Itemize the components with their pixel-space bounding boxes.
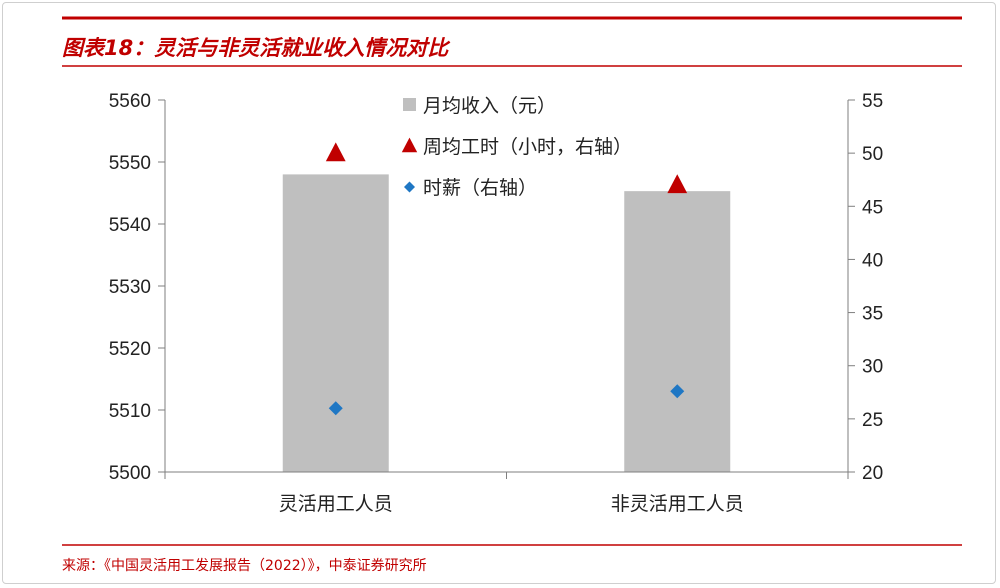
- legend-item-2: 周均工时（小时，右轴）: [423, 136, 632, 158]
- left-tick-label: 5500: [109, 463, 151, 484]
- legend-swatch-diamond: [404, 181, 415, 193]
- source-note: 来源：《中国灵活用工发展报告（2022）》，中泰证券研究所: [62, 558, 427, 574]
- legend-item-1: 月均收入（元）: [423, 95, 556, 117]
- right-tick-label: 40: [862, 250, 883, 271]
- left-tick-label: 5560: [109, 91, 151, 112]
- right-tick-label: 25: [862, 410, 883, 431]
- legend-item-3: 时薪（右轴）: [423, 177, 537, 199]
- category-label-2: 非灵活用工人员: [611, 493, 744, 515]
- diamond-point-1: [328, 401, 343, 416]
- diamond-point-2: [670, 384, 685, 399]
- right-tick-label: 35: [862, 304, 883, 325]
- legend-swatch-square: [403, 98, 416, 111]
- bars-layer: [282, 174, 731, 472]
- bar-1: [282, 174, 389, 472]
- right-tick-label: 50: [862, 144, 883, 165]
- triangle-point-2: [667, 174, 688, 194]
- axes-layer: 5560555055405530552055105500555045403530…: [109, 91, 883, 515]
- right-tick-label: 55: [862, 91, 883, 112]
- left-tick-label: 5510: [109, 401, 151, 422]
- right-tick-label: 30: [862, 357, 883, 378]
- left-tick-label: 5540: [109, 215, 151, 236]
- left-tick-label: 5530: [109, 277, 151, 298]
- left-tick-label: 5520: [109, 339, 151, 360]
- legend-swatch-triangle: [401, 137, 418, 153]
- chart-title: 图表18：灵活与非灵活就业收入情况对比: [62, 36, 451, 60]
- category-label-1: 灵活用工人员: [279, 493, 393, 515]
- right-tick-label: 45: [862, 197, 883, 218]
- markers-layer: [325, 142, 688, 416]
- left-tick-label: 5550: [109, 153, 151, 174]
- triangle-point-1: [325, 142, 346, 162]
- bar-2: [624, 191, 731, 472]
- right-tick-label: 20: [862, 463, 883, 484]
- legend: 月均收入（元） 周均工时（小时，右轴） 时薪（右轴）: [401, 95, 632, 199]
